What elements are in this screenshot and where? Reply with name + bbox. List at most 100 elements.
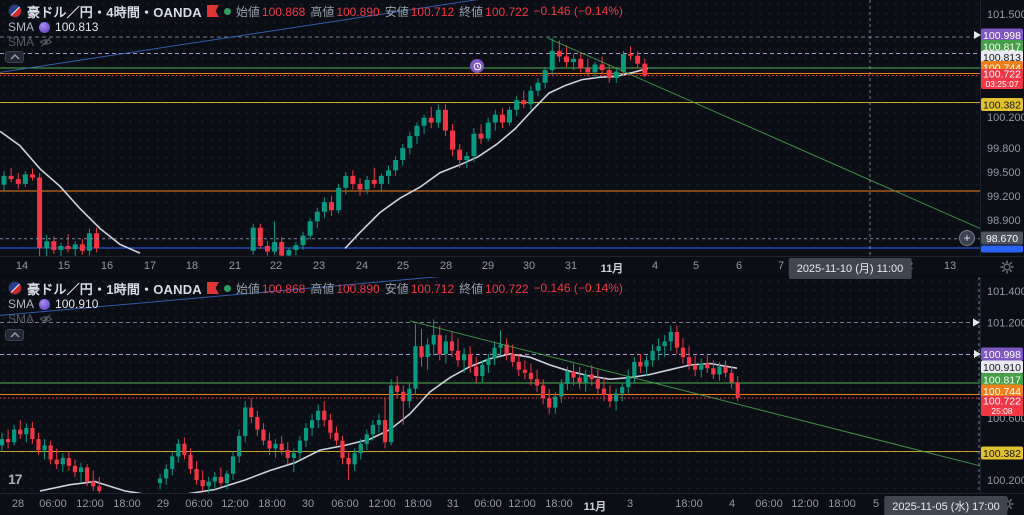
candles bbox=[0, 319, 740, 493]
scale-label: 101.400 bbox=[987, 286, 1024, 298]
time-tick: 21 bbox=[228, 260, 242, 272]
time-tick: 28 bbox=[439, 260, 453, 272]
time-tick: 12:00 bbox=[508, 498, 536, 510]
sma-value: 100.813 bbox=[55, 20, 99, 34]
sma-indicator-row[interactable]: SMA 100.813 bbox=[8, 19, 623, 35]
price-badge bbox=[981, 384, 1023, 398]
time-tick: 25 bbox=[396, 260, 410, 272]
time-tick: 12:00 bbox=[76, 498, 104, 510]
line-continues-arrow bbox=[974, 31, 981, 39]
sma-value: 100.910 bbox=[55, 297, 99, 311]
price-badge bbox=[981, 50, 1023, 64]
time-tick: 06:00 bbox=[39, 498, 67, 510]
scale-label: 99.200 bbox=[987, 191, 1021, 203]
svg-text:100.910: 100.910 bbox=[983, 362, 1021, 374]
svg-text:100.382: 100.382 bbox=[983, 448, 1021, 460]
trendline bbox=[409, 320, 981, 467]
sma-hidden-row[interactable]: SMA bbox=[8, 312, 623, 326]
time-tick: 5 bbox=[872, 498, 880, 510]
price-badge bbox=[981, 40, 1023, 53]
collapse-pane-button[interactable] bbox=[5, 329, 24, 341]
chart-title[interactable]: 豪ドル／円・1時間・OANDA bbox=[27, 281, 202, 297]
price-badge bbox=[981, 28, 1023, 42]
candlestick-chart-4h[interactable]: 101.500 100.200 99.800 99.500 99.200 98.900 10… bbox=[0, 0, 1024, 256]
open-value: 始値 100.868 bbox=[235, 4, 306, 19]
open-value: 始値 100.868 bbox=[235, 281, 306, 296]
time-crosshair-tooltip: 2025-11-05 (水) 17:00 bbox=[884, 496, 1008, 515]
svg-text:25:08: 25:08 bbox=[991, 406, 1013, 416]
chart-legend-4h: 豪ドル／円・4時間・OANDA 始値 100.868 高値 100.890 安値 10… bbox=[8, 3, 623, 49]
time-tick: 31 bbox=[564, 260, 578, 272]
low-value: 安値 100.712 bbox=[384, 4, 455, 19]
time-tick: 30 bbox=[522, 260, 536, 272]
sma-indicator-row[interactable]: SMA 100.910 bbox=[8, 296, 623, 312]
sma-hidden-row[interactable]: SMA bbox=[8, 35, 623, 49]
alarm-clock-icon[interactable] bbox=[470, 59, 484, 73]
time-tick: 24 bbox=[355, 260, 369, 272]
time-tick: 18:00 bbox=[545, 498, 573, 510]
time-axis-settings-gear-icon[interactable] bbox=[1000, 260, 1014, 274]
time-tick: 28 bbox=[11, 498, 25, 510]
symbol-flag-icon bbox=[8, 4, 22, 18]
time-tick: 12:00 bbox=[368, 498, 396, 510]
time-tick: 30 bbox=[301, 498, 315, 510]
time-tick: 15 bbox=[57, 260, 71, 272]
symbol-row[interactable]: 豪ドル／円・4時間・OANDA 始値 100.868 高値 100.890 安値 10… bbox=[8, 3, 623, 20]
price-badge bbox=[981, 396, 1023, 416]
collapse-pane-button[interactable] bbox=[5, 51, 24, 63]
time-tick: 23 bbox=[312, 260, 326, 272]
scale-label: 100.200 bbox=[987, 112, 1024, 124]
sma-line bbox=[344, 67, 649, 249]
candlestick-chart-1h[interactable]: 101.400101.200100.600100.200100.998100.9… bbox=[0, 277, 1024, 493]
svg-text:100.722: 100.722 bbox=[983, 396, 1021, 408]
sma-hidden-label: SMA bbox=[8, 312, 35, 326]
time-tick: 22 bbox=[269, 260, 283, 272]
time-tick: 13 bbox=[943, 260, 957, 272]
time-axis-1h[interactable]: 5 18:00 12:00 06:00 4 18:00 3 11月 18:00 12:00 06:0… bbox=[0, 493, 1024, 515]
candles bbox=[1, 38, 648, 256]
time-tick: 3 bbox=[626, 498, 634, 510]
chart-pane-4h: 101.500 100.200 99.800 99.500 99.200 98.900 10… bbox=[0, 0, 1024, 279]
sma-hidden-label: SMA bbox=[8, 35, 35, 49]
svg-text:100.817: 100.817 bbox=[983, 374, 1021, 386]
time-tick: 29 bbox=[156, 498, 170, 510]
symbol-row[interactable]: 豪ドル／円・1時間・OANDA 始値 100.868 高値 100.890 安値 10… bbox=[8, 280, 623, 297]
time-tick: 18:00 bbox=[675, 498, 703, 510]
chevron-up-icon bbox=[10, 332, 19, 338]
sma-label: SMA bbox=[8, 297, 35, 311]
scale-label: 99.800 bbox=[987, 143, 1021, 155]
price-badge bbox=[981, 98, 1023, 111]
time-tick: 6 bbox=[735, 260, 743, 272]
time-tick: 18:00 bbox=[258, 498, 286, 510]
time-axis-4h[interactable]: 1312765411月3130292825242322211817161514 … bbox=[0, 256, 1024, 279]
scale-label: 101.500 bbox=[987, 9, 1024, 21]
sma-label: SMA bbox=[8, 20, 35, 34]
eye-off-icon[interactable] bbox=[39, 36, 53, 48]
chart-pane-1h: 101.400 101.200 100.600 100.200 100.998 100.9… bbox=[0, 277, 1024, 515]
chart-title[interactable]: 豪ドル／円・4時間・OANDA bbox=[27, 4, 202, 20]
chart-legend-1h: 豪ドル／円・1時間・OANDA 始値 100.868 高値 100.890 安値 10… bbox=[8, 280, 623, 326]
sma-color-icon bbox=[39, 298, 51, 310]
trendline bbox=[0, 277, 441, 316]
eye-off-icon[interactable] bbox=[39, 313, 53, 325]
time-tick: 12:00 bbox=[221, 498, 249, 510]
crosshair-plus-button[interactable]: + bbox=[959, 230, 975, 246]
time-tick: 17 bbox=[143, 260, 157, 272]
high-value: 高値 100.890 bbox=[310, 281, 380, 296]
scale-label: 101.200 bbox=[987, 318, 1024, 330]
price-badge bbox=[981, 347, 1023, 361]
oanda-logo-icon bbox=[206, 282, 219, 294]
svg-text:100.998: 100.998 bbox=[983, 30, 1021, 42]
oanda-logo-icon bbox=[206, 5, 219, 17]
time-tick: 4 bbox=[728, 498, 736, 510]
svg-text:03:25:07: 03:25:07 bbox=[985, 79, 1018, 89]
trendline bbox=[547, 37, 981, 229]
time-tick: 29 bbox=[481, 260, 495, 272]
time-crosshair-tooltip: 2025-11-10 (月) 11:00 bbox=[788, 258, 912, 279]
scale-label: 98.900 bbox=[987, 215, 1021, 227]
line-continues-arrow bbox=[974, 350, 981, 358]
svg-text:98.670: 98.670 bbox=[986, 233, 1018, 245]
change-value: −0.146 (−0.14%) bbox=[533, 281, 623, 295]
time-tick: 11月 bbox=[600, 263, 624, 275]
